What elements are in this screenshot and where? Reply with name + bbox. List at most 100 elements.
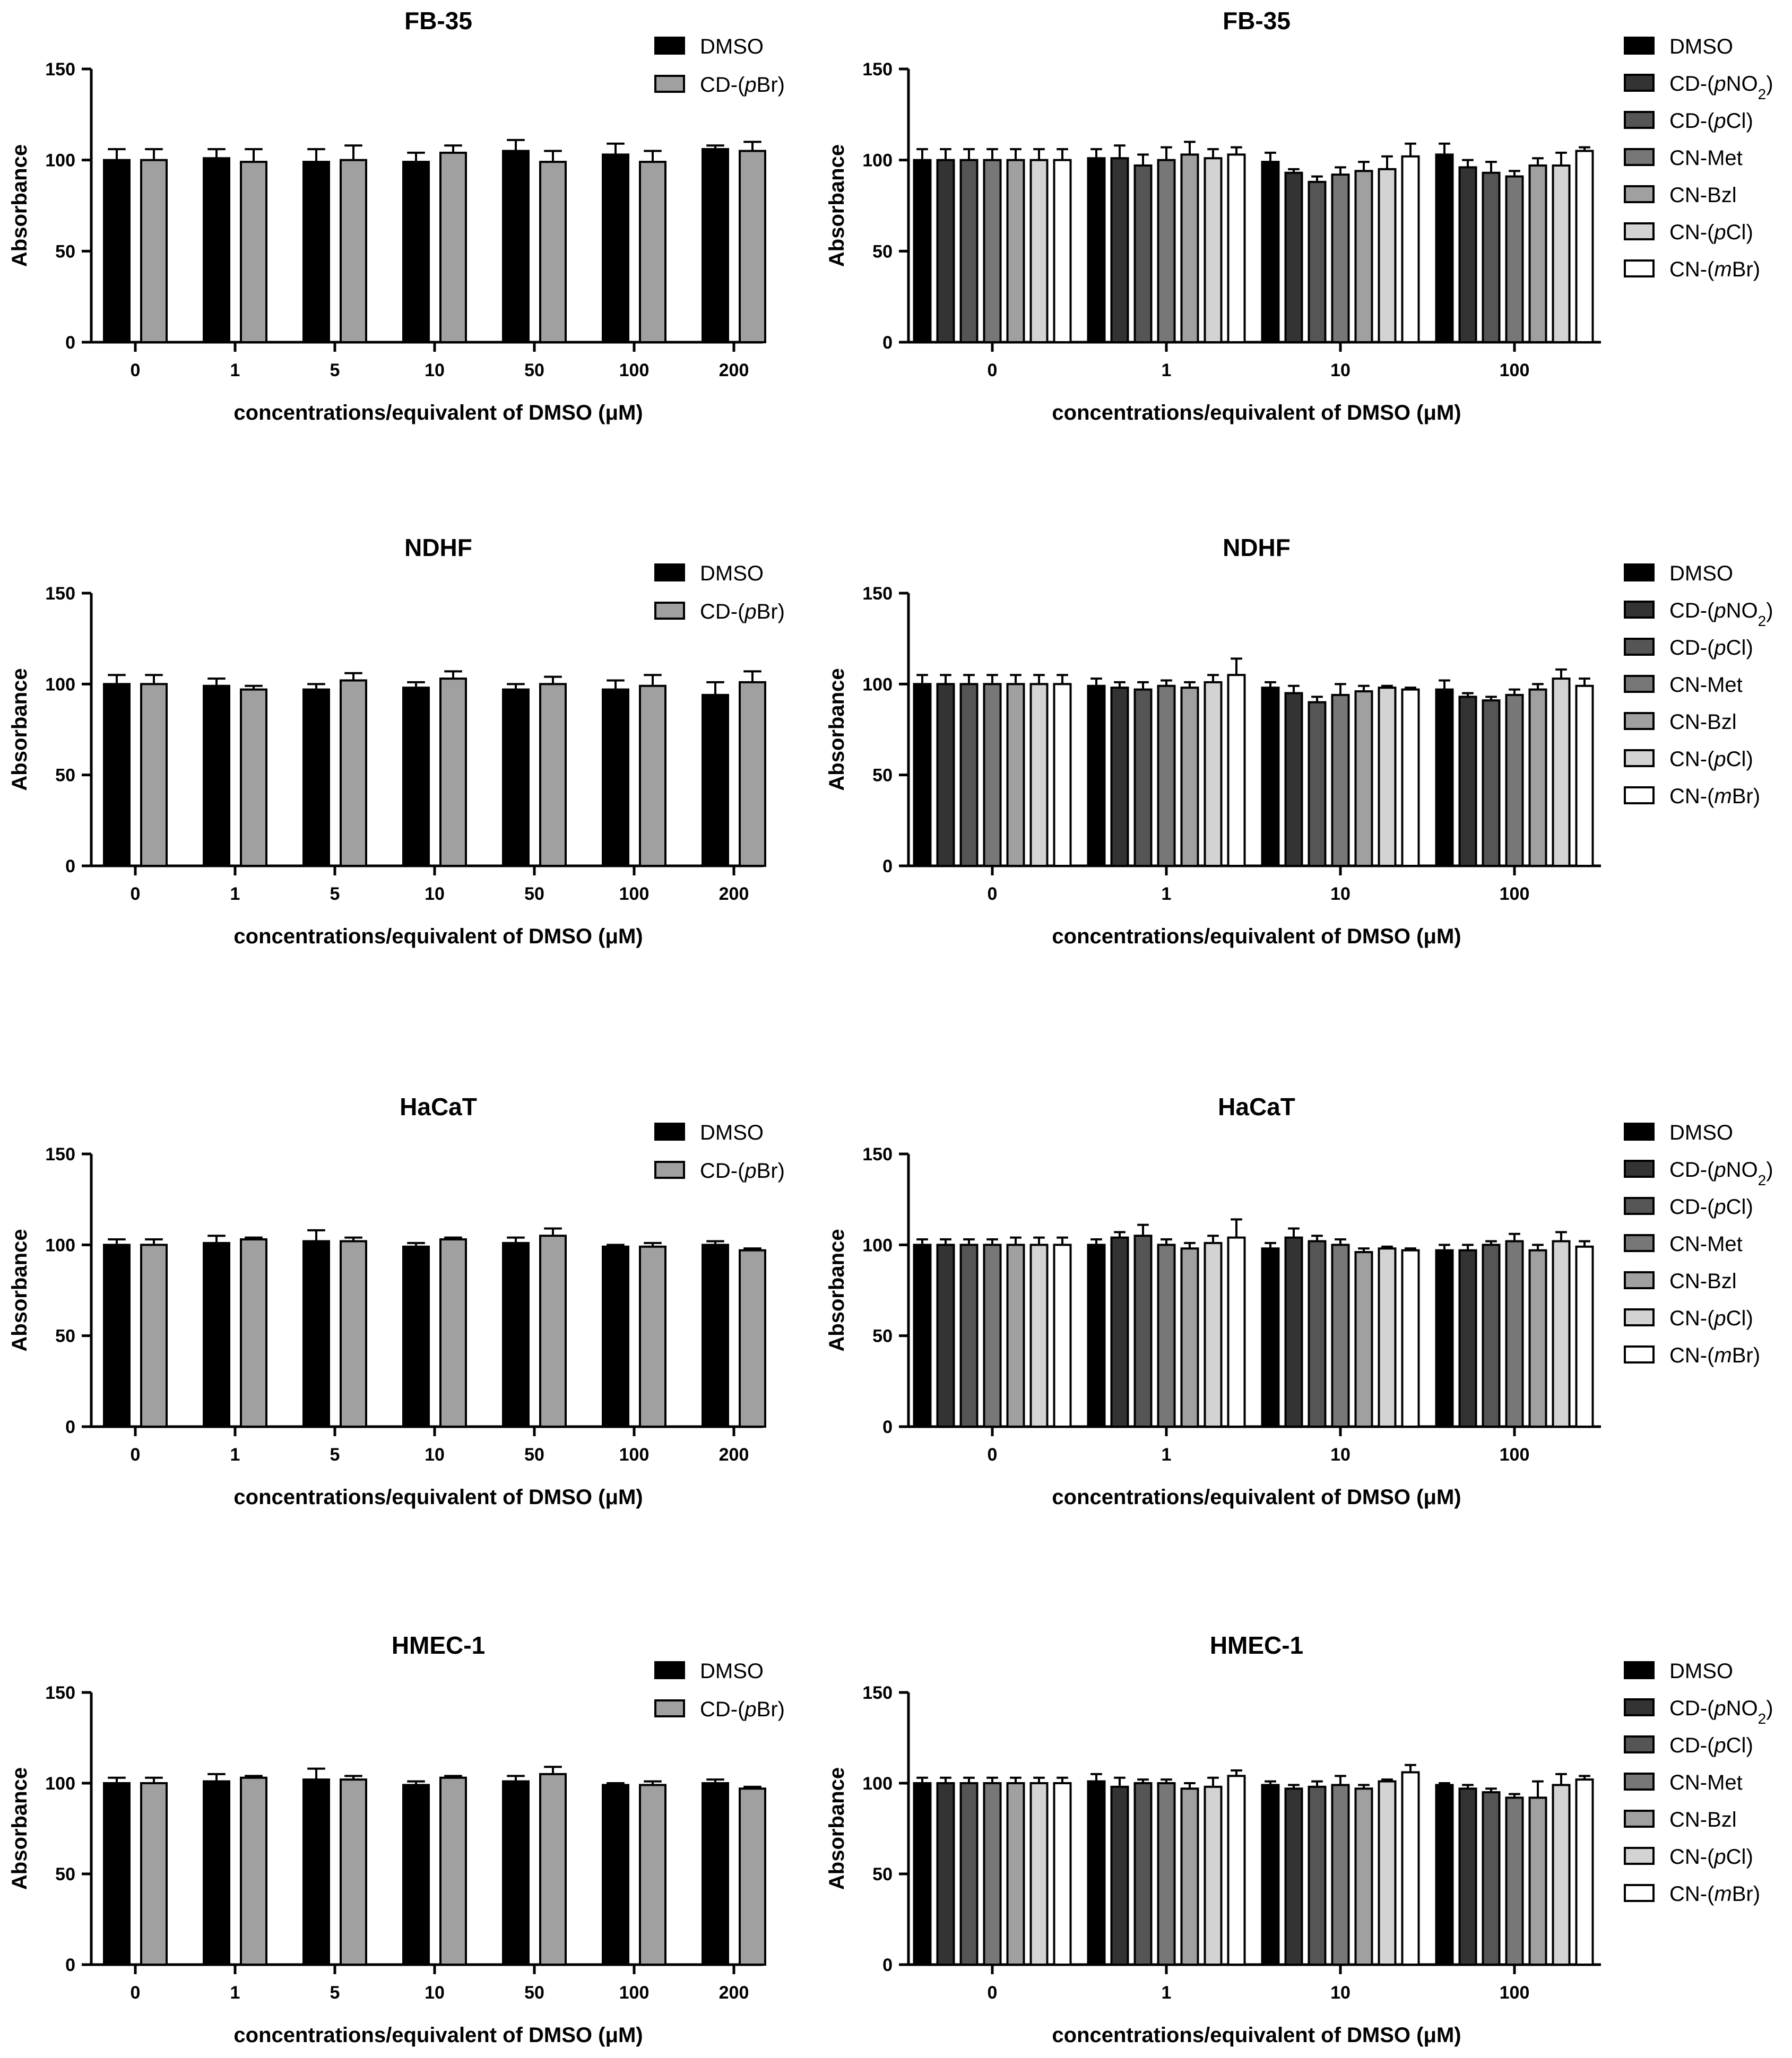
legend-swatch: [1624, 675, 1655, 693]
bar: [1435, 1784, 1454, 1966]
legend-swatch: [1624, 749, 1655, 767]
bar: [913, 1244, 932, 1428]
bar: [1401, 688, 1420, 867]
bar: [1087, 157, 1106, 343]
y-axis-label: Absorbance: [8, 1767, 31, 1890]
bar: [302, 1240, 330, 1428]
legend-swatch: [1624, 1197, 1655, 1215]
legend-label: CN-Bzl: [1669, 710, 1737, 734]
bar: [1087, 1244, 1106, 1428]
bar: [402, 1784, 430, 1966]
bar: [539, 1773, 567, 1966]
chart-panel: NDHF 0 50 100 150 Absorbance 0 1 10 100 concentrat…: [825, 534, 1773, 948]
bar: [1528, 1796, 1547, 1966]
bar: [1133, 164, 1153, 343]
legend-swatch: [1624, 111, 1655, 129]
bar: [502, 688, 530, 867]
bar: [1053, 1244, 1072, 1428]
legend-swatch: [1624, 1345, 1655, 1364]
chart-title: HMEC-1: [1210, 1631, 1303, 1659]
legend-label: CD-(pBr): [700, 73, 785, 97]
x-tick-label: 200: [719, 1983, 749, 2003]
bar: [1401, 1249, 1420, 1428]
bar: [913, 683, 932, 867]
x-tick-label: 0: [131, 1983, 141, 2003]
legend-label: CN-(pCl): [1669, 1845, 1753, 1869]
bar: [1435, 1249, 1454, 1428]
legend: DMSO CD-(pNO2) CD-(pCl) CN-Met CN-Bzl CN-(pCl…: [1624, 1660, 1773, 1906]
bar: [1029, 683, 1049, 867]
y-tick-label: 50: [872, 1864, 893, 1885]
bar: [240, 1238, 267, 1428]
x-tick-label: 0: [988, 1445, 998, 1465]
bar: [959, 1244, 979, 1428]
y-tick-label: 100: [45, 1774, 75, 1794]
bar: [1528, 688, 1547, 867]
y-tick-label: 150: [45, 1144, 75, 1165]
bar: [1204, 1785, 1223, 1966]
x-axis-label: concentrations/equivalent of DMSO (μM): [233, 1486, 643, 1509]
x-tick-label: 10: [1330, 360, 1351, 380]
legend-label: CD-(pNO2): [1669, 1697, 1773, 1727]
bar: [1110, 687, 1129, 867]
legend-label: CN-(pCl): [1669, 221, 1753, 244]
y-axis-label: Absorbance: [825, 1767, 849, 1890]
bar: [140, 683, 168, 867]
bar: [1006, 159, 1025, 343]
y-tick-label: 100: [45, 1235, 75, 1255]
x-tick-label: 10: [1330, 1445, 1351, 1465]
legend-label: CN-(mBr): [1669, 1882, 1760, 1906]
x-tick-label: 5: [330, 884, 340, 904]
bar: [1029, 1244, 1049, 1428]
bar: [402, 687, 430, 867]
bar: [1575, 684, 1594, 867]
bar: [1180, 153, 1199, 343]
bar: [1505, 175, 1524, 343]
bar: [639, 1245, 666, 1428]
legend-swatch: [1624, 1160, 1655, 1178]
y-tick-label: 150: [862, 1144, 893, 1165]
y-tick-label: 50: [872, 1326, 893, 1347]
bar: [1053, 683, 1072, 867]
y-tick-label: 100: [862, 1235, 893, 1255]
legend-swatch: [1624, 1661, 1655, 1679]
legend-swatch: [1624, 1735, 1655, 1753]
bar: [639, 1784, 666, 1966]
y-tick-label: 0: [65, 333, 75, 353]
bar: [502, 150, 530, 343]
bar: [1435, 153, 1454, 343]
legend-label: CN-Met: [1669, 1771, 1743, 1794]
y-tick-label: 100: [862, 674, 893, 694]
legend-label: CD-(pCl): [1669, 109, 1753, 133]
x-tick-label: 50: [524, 1983, 544, 2003]
bar: [203, 1241, 230, 1428]
y-tick-label: 50: [55, 241, 75, 262]
y-tick-label: 150: [45, 584, 75, 604]
bar: [1505, 693, 1524, 867]
bar: [1482, 1244, 1501, 1428]
bar: [103, 683, 131, 867]
legend-label: CD-(pCl): [1669, 636, 1753, 659]
bar: [203, 684, 230, 867]
bar: [1575, 1778, 1594, 1966]
bar: [702, 1782, 729, 1966]
x-tick-label: 100: [1500, 1983, 1530, 2003]
legend-swatch: [1624, 1271, 1655, 1289]
legend-swatch: [1624, 638, 1655, 656]
chart-panel: NDHF 0 50 100 150 Absorbance 0 1 5 10 50 100 200 conc…: [8, 534, 785, 948]
legend-label: CN-(pCl): [1669, 748, 1753, 771]
legend-swatch: [1624, 563, 1655, 581]
bar: [1006, 1244, 1025, 1428]
x-tick-label: 0: [988, 1983, 998, 2003]
bar: [1331, 693, 1350, 867]
bar: [1458, 696, 1477, 867]
x-tick-label: 5: [330, 1445, 340, 1465]
legend-swatch: [1624, 1123, 1655, 1141]
y-tick-label: 100: [862, 151, 893, 171]
bar: [1354, 170, 1373, 343]
x-tick-label: 100: [1500, 884, 1530, 904]
bar: [983, 1782, 1002, 1966]
bar: [103, 1244, 131, 1428]
legend-label: DMSO: [1669, 1660, 1733, 1683]
bar: [140, 1782, 168, 1966]
